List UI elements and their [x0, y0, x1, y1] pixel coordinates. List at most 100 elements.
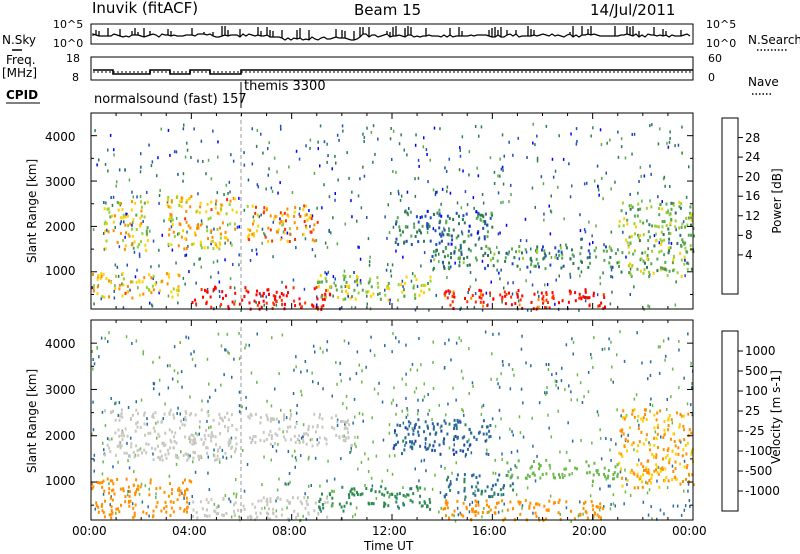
velocity-speckle: [532, 444, 534, 448]
power-cell: [121, 294, 124, 298]
power-speckle: [197, 159, 199, 163]
power-cell: [593, 249, 596, 253]
power-cell: [275, 290, 278, 294]
power-speckle: [184, 282, 186, 286]
power-cell: [118, 287, 121, 291]
power-cell: [561, 252, 564, 256]
power-cell: [474, 256, 477, 260]
power-cell: [195, 210, 198, 214]
velocity-cell: [342, 438, 345, 442]
power-speckle: [158, 264, 160, 268]
velocity-cell: [331, 504, 334, 508]
velocity-cell: [103, 489, 106, 493]
velocity-cell: [161, 441, 164, 445]
power-ytick-2000: 2000: [45, 220, 76, 234]
velocity-cell: [678, 423, 681, 426]
power-cell: [309, 214, 312, 218]
power-speckle: [100, 297, 102, 301]
power-speckle: [426, 230, 429, 234]
power-cell: [267, 226, 270, 230]
velocity-speckle: [135, 339, 138, 343]
power-cell: [672, 203, 675, 207]
velocity-cell: [607, 474, 610, 478]
velocity-cell: [636, 474, 639, 478]
power-speckle: [435, 190, 437, 194]
velocity-speckle: [217, 332, 220, 336]
power-speckle: [517, 136, 519, 140]
power-speckle: [158, 291, 160, 295]
power-speckle: [569, 195, 572, 199]
power-cell: [166, 282, 169, 286]
velocity-cell: [293, 434, 296, 438]
velocity-cell: [384, 487, 387, 491]
velocity-cell: [145, 451, 148, 455]
power-cell: [588, 255, 591, 259]
velocity-cell: [97, 505, 100, 509]
power-speckle: [669, 185, 671, 188]
velocity-speckle: [460, 339, 462, 343]
power-cell: [666, 210, 669, 214]
velocity-speckle: [525, 361, 527, 365]
velocity-speckle: [275, 499, 277, 503]
power-speckle: [503, 286, 505, 290]
velocity-speckle: [175, 462, 178, 466]
velocity-cell: [484, 489, 487, 493]
velocity-cell: [583, 501, 585, 505]
power-speckle: [372, 160, 374, 164]
power-speckle: [406, 190, 409, 194]
velocity-cell: [135, 478, 138, 482]
power-cell: [317, 284, 320, 288]
velocity-speckle: [171, 377, 174, 381]
velocity-cell: [143, 413, 146, 417]
velocity-cell: [443, 419, 446, 423]
velocity-speckle: [226, 332, 229, 336]
power-cell: [413, 274, 416, 278]
power-cell: [586, 256, 589, 260]
power-cell: [209, 295, 212, 299]
power-speckle: [526, 308, 529, 312]
velocity-speckle: [406, 408, 409, 412]
velocity-speckle: [514, 464, 516, 468]
power-speckle: [331, 167, 333, 171]
velocity-cell: [112, 482, 115, 486]
velocity-speckle: [650, 397, 652, 401]
power-cell: [415, 215, 418, 219]
power-cell: [139, 216, 142, 220]
power-cell: [273, 217, 276, 221]
velocity-cell: [186, 506, 188, 510]
velocity-cell: [173, 416, 176, 420]
power-cell: [542, 245, 544, 249]
power-cell: [474, 243, 477, 247]
velocity-cell: [475, 500, 478, 504]
velocity-speckle: [454, 519, 457, 523]
velocity-cell: [269, 442, 272, 446]
power-cell: [663, 238, 666, 242]
velocity-cell: [275, 515, 278, 519]
velocity-speckle: [611, 365, 613, 369]
velocity-cell: [685, 477, 687, 481]
velocity-speckle: [302, 435, 304, 439]
power-cell: [447, 289, 450, 293]
power-cell: [443, 255, 446, 259]
power-cell: [664, 267, 667, 271]
power-speckle: [351, 215, 353, 219]
power-speckle: [441, 187, 444, 191]
power-cell: [369, 294, 372, 298]
power-cell: [285, 294, 288, 298]
velocity-cell: [201, 507, 204, 511]
velocity-cell: [414, 439, 417, 443]
velocity-cell: [313, 412, 316, 416]
power-cell: [448, 261, 451, 265]
power-cell: [540, 291, 543, 295]
velocity-cell: [417, 418, 420, 422]
power-cell: [148, 273, 151, 277]
velocity-speckle: [448, 446, 451, 450]
velocity-speckle: [691, 382, 693, 386]
velocity-cell: [512, 488, 515, 492]
power-cell: [492, 264, 495, 268]
velocity-cell: [111, 489, 114, 493]
power-cell: [605, 249, 608, 253]
velocity-cell: [426, 447, 429, 451]
power-cell: [177, 244, 180, 248]
power-speckle: [500, 167, 503, 171]
